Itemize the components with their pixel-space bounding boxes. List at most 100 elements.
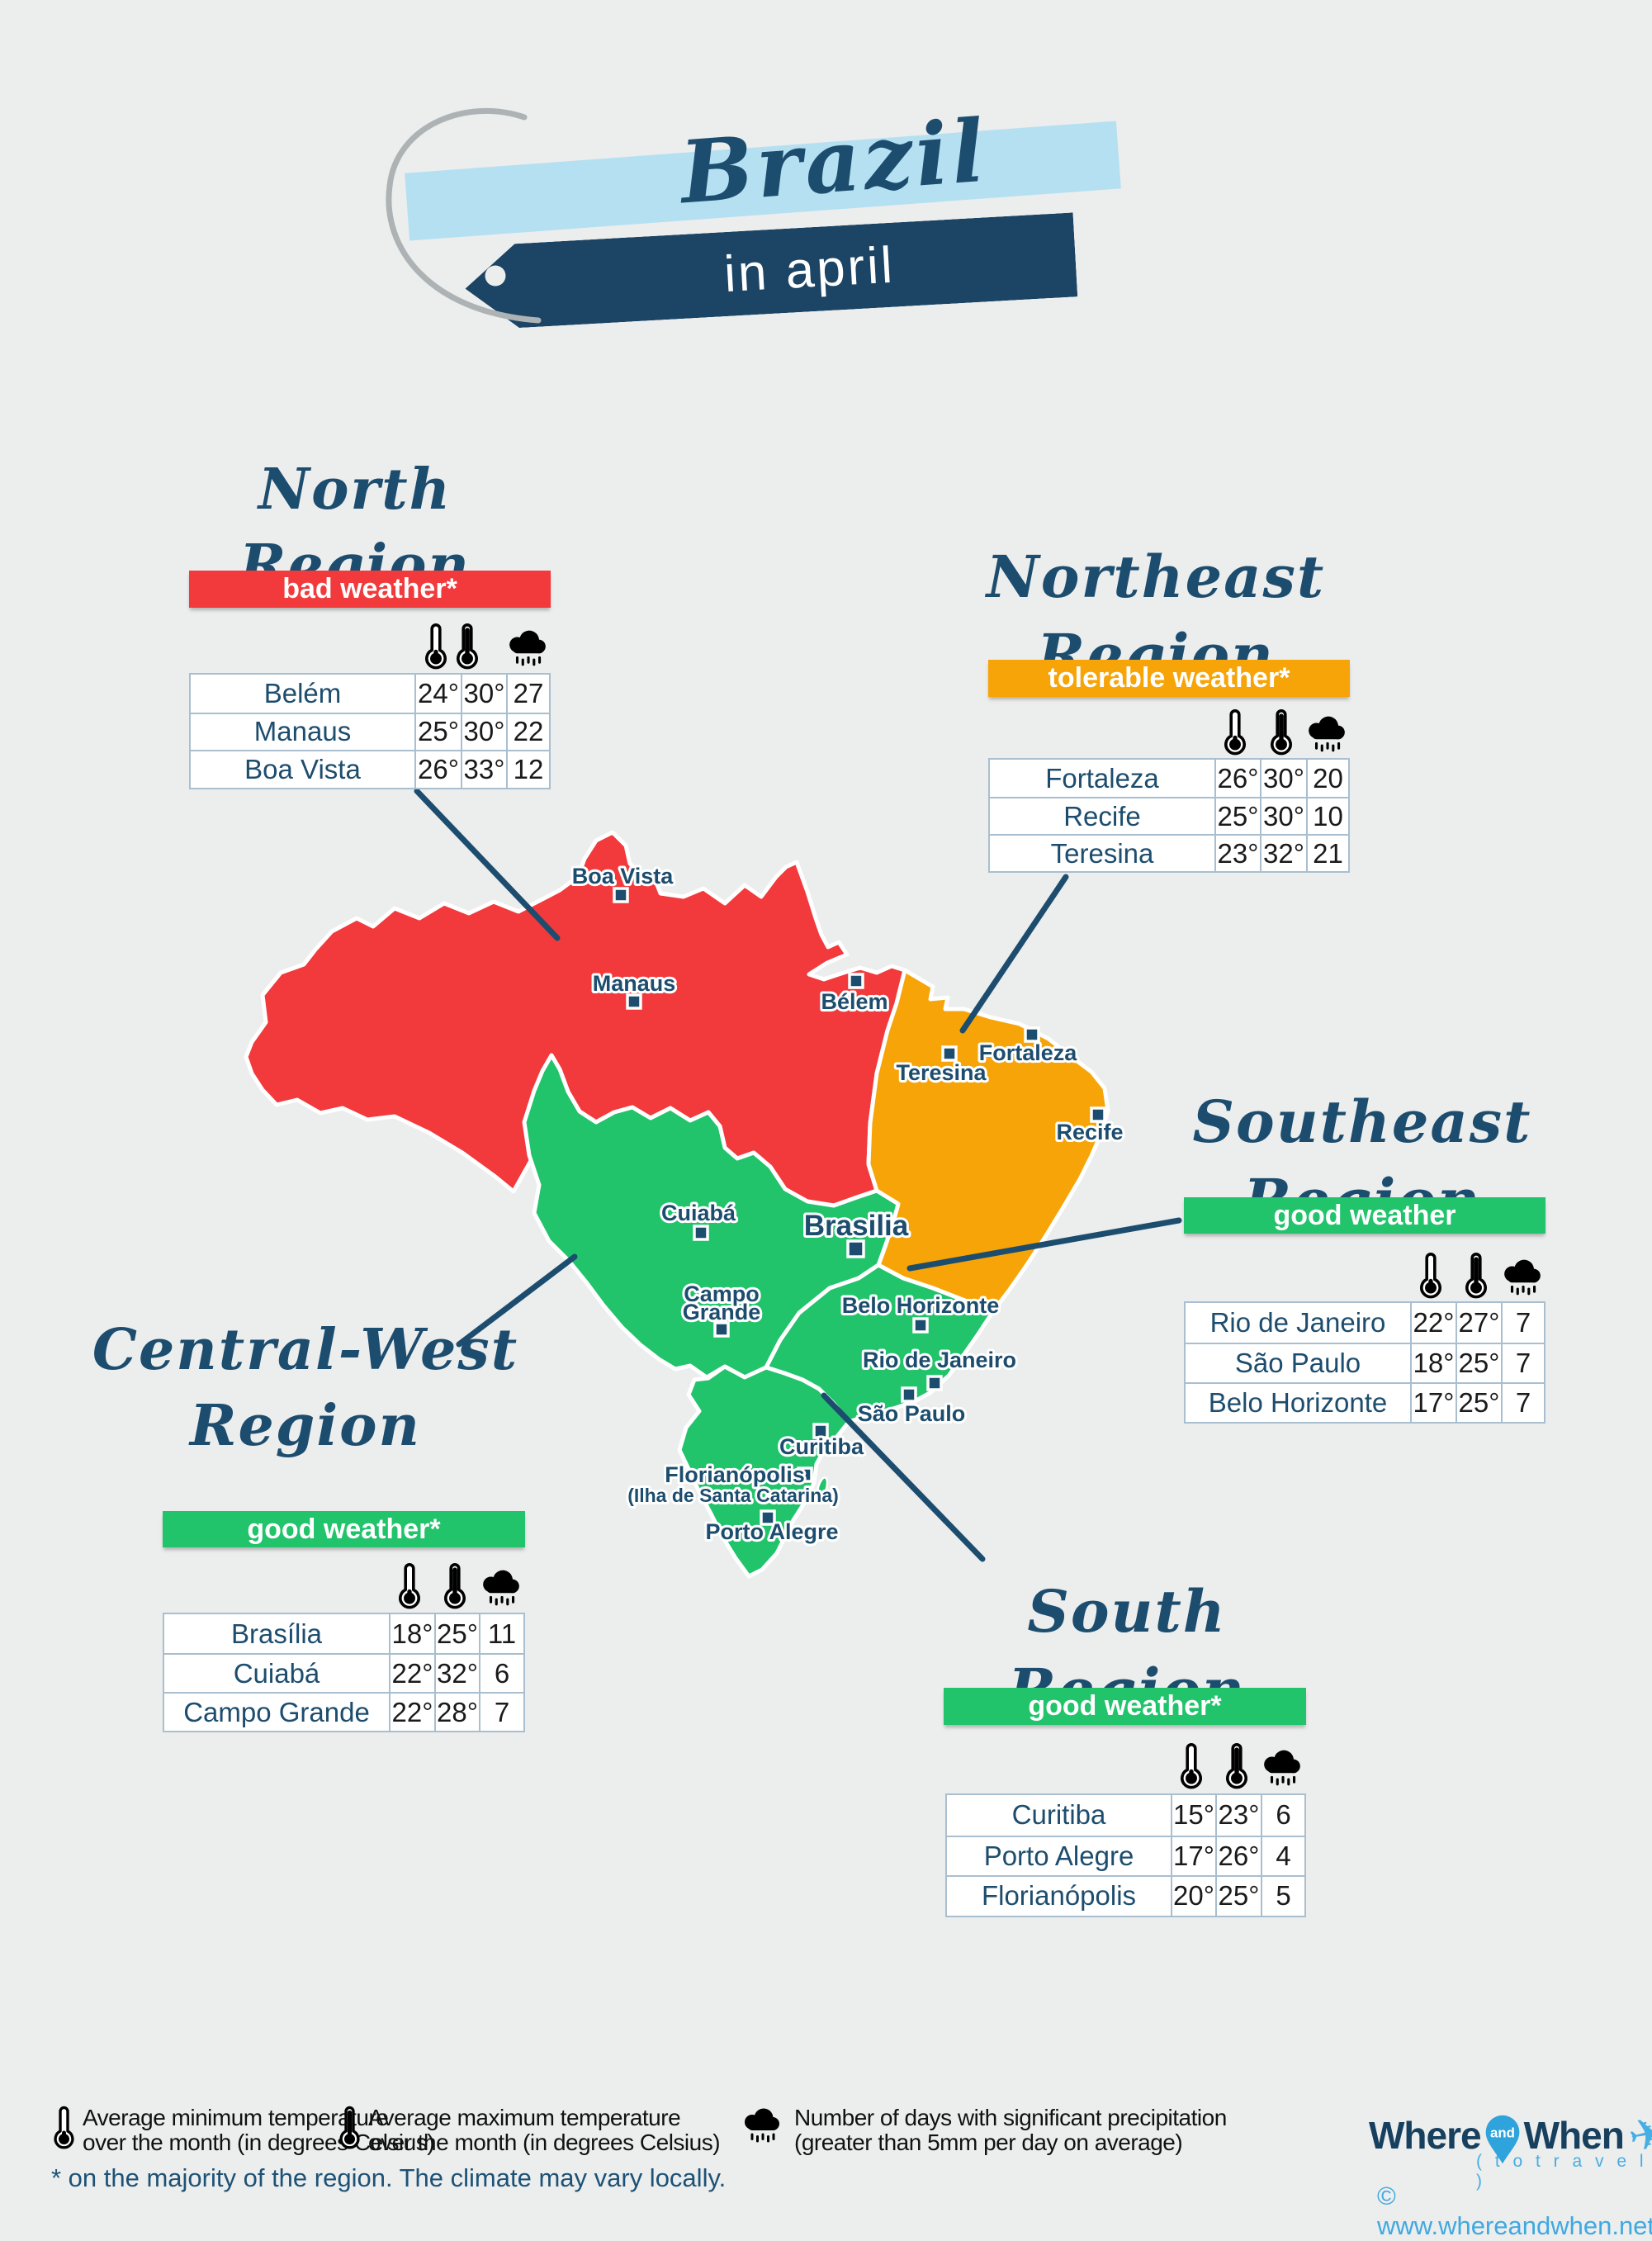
marker-florianopolis [797, 1466, 813, 1483]
central-west-weather-table: Brasília 18° 25° 11 Cuiabá 22° 32° 6 Cam… [163, 1613, 525, 1732]
table-cell-min: 25° [1214, 797, 1260, 834]
min-temp-thermometer-icon [397, 1561, 422, 1610]
table-cell-max: 30° [461, 675, 506, 713]
table-cell-city: Manaus [191, 712, 414, 750]
marker-boa-vista [613, 887, 629, 903]
table-cell-min: 18° [1410, 1343, 1456, 1382]
marker-manaus [626, 993, 642, 1010]
marker-recife [1090, 1106, 1106, 1123]
table-cell-days: 20 [1306, 760, 1348, 797]
table-cell-max: 25° [1456, 1382, 1501, 1422]
label-belem: Bélem [821, 989, 888, 1014]
table-cell-min: 24° [414, 675, 461, 713]
label-campo-grande-2: Grande [683, 1300, 761, 1324]
label-campo-grande-1: Campo [684, 1282, 760, 1306]
subtitle-text: in april [722, 236, 897, 303]
marker-cuiaba [693, 1225, 709, 1241]
south-weather-table: Curitiba 15° 23° 6 Porto Alegre 17° 26° … [945, 1793, 1306, 1917]
table-cell-days: 21 [1306, 834, 1348, 871]
min-temp-thermometer-icon [1223, 707, 1247, 756]
label-cuiaba: Cuiabá [661, 1201, 736, 1225]
table-cell-min: 17° [1171, 1835, 1215, 1875]
min-temp-thermometer-icon [1418, 1250, 1443, 1300]
table-cell-min: 22° [389, 1653, 434, 1692]
marker-curitiba [812, 1423, 829, 1439]
table-cell-city: Florianópolis [947, 1875, 1171, 1916]
map-region-south [677, 1364, 851, 1579]
table-cell-city: Recife [990, 797, 1214, 834]
table-cell-min: 25° [414, 712, 461, 750]
table-cell-max: 27° [1456, 1303, 1501, 1343]
asterisk-note: * on the majority of the region. The cli… [51, 2163, 727, 2192]
thermometer-min-icon [53, 2104, 75, 2150]
label-brasilia: Brasilia [804, 1210, 909, 1242]
table-cell-max: 32° [434, 1653, 479, 1692]
label-boa-vista: Boa Vista [572, 864, 675, 888]
south-banner-label: good weather* [1028, 1690, 1222, 1722]
map-region-north [244, 830, 907, 1208]
table-cell-max: 25° [1215, 1875, 1261, 1916]
label-recife: Recife [1056, 1120, 1123, 1144]
legend-max-line1: Average maximum temperature [368, 2105, 681, 2130]
rain-cloud-icon [1305, 715, 1348, 753]
table-cell-min: 17° [1410, 1382, 1456, 1422]
table-cell-days: 7 [1501, 1303, 1544, 1343]
table-cell-min: 26° [414, 750, 461, 788]
table-cell-max: 30° [1260, 797, 1306, 834]
central-west-weather-banner: good weather* [163, 1511, 525, 1547]
map-region-southeast [764, 1263, 996, 1424]
table-cell-city: Cuiabá [164, 1653, 389, 1692]
table-cell-min: 23° [1214, 834, 1260, 871]
legend-max-temp: Average maximum temperature over the mon… [368, 2105, 721, 2156]
table-cell-days: 12 [506, 750, 549, 788]
table-cell-max: 25° [1456, 1343, 1501, 1382]
logo-pin-icon: and [1485, 2115, 1519, 2164]
table-cell-max: 30° [461, 712, 506, 750]
logo-when: When [1523, 2114, 1625, 2157]
central-west-region-title: Central-West Region [87, 1313, 524, 1465]
central-west-banner-label: good weather* [247, 1513, 441, 1545]
table-cell-days: 7 [1501, 1382, 1544, 1422]
table-cell-city: Campo Grande [164, 1692, 389, 1731]
table-cell-max: 32° [1260, 834, 1306, 871]
label-florianopolis-2: (Ilha de Santa Catarina) [627, 1485, 839, 1506]
table-cell-max: 23° [1215, 1795, 1261, 1836]
max-temp-thermometer-icon [1269, 707, 1294, 756]
rain-cloud-icon [1261, 1749, 1304, 1787]
table-cell-days: 22 [506, 712, 549, 750]
table-cell-days: 10 [1306, 797, 1348, 834]
marker-belem [848, 973, 864, 989]
logo-website[interactable]: © www.whereandwhen.net [1377, 2182, 1652, 2240]
table-cell-max: 25° [434, 1614, 479, 1653]
table-cell-days: 11 [479, 1614, 523, 1653]
table-cell-max: 28° [434, 1692, 479, 1731]
northeast-banner-label: tolerable weather* [1048, 662, 1290, 694]
table-cell-city: São Paulo [1186, 1343, 1410, 1382]
legend-min-line2: over the month (in degrees Celsius) [83, 2130, 435, 2156]
label-florianopolis-1: Florianópolis [665, 1462, 805, 1487]
central-west-title-line1: Central-West [92, 1317, 519, 1383]
table-cell-days: 5 [1261, 1875, 1304, 1916]
min-temp-thermometer-icon [424, 621, 448, 670]
table-cell-city: Boa Vista [191, 750, 414, 788]
rain-cloud-icon [1501, 1258, 1544, 1296]
table-cell-min: 18° [389, 1614, 434, 1653]
map-region-central-west [522, 1053, 901, 1380]
southeast-weather-banner: good weather [1184, 1197, 1545, 1234]
leader-line-north [414, 788, 561, 941]
legend-min-temp: Average minimum temperature over the mon… [83, 2105, 435, 2156]
table-cell-min: 22° [1410, 1303, 1456, 1343]
max-temp-thermometer-icon [443, 1561, 467, 1610]
max-temp-thermometer-icon [1464, 1250, 1489, 1300]
max-temp-thermometer-icon [455, 621, 480, 670]
thermometer-max-icon [338, 2104, 361, 2150]
legend-max-line2: over the month (in degrees Celsius) [368, 2130, 721, 2156]
table-cell-city: Belo Horizonte [1186, 1382, 1410, 1422]
marker-teresina [941, 1045, 958, 1062]
northeast-weather-table: Fortaleza 26° 30° 20 Recife 25° 30° 10 T… [988, 758, 1350, 873]
table-cell-days: 6 [1261, 1795, 1304, 1836]
northeast-weather-banner: tolerable weather* [988, 660, 1350, 697]
label-fortaleza: Fortaleza [979, 1040, 1078, 1065]
table-cell-city: Belém [191, 675, 414, 713]
